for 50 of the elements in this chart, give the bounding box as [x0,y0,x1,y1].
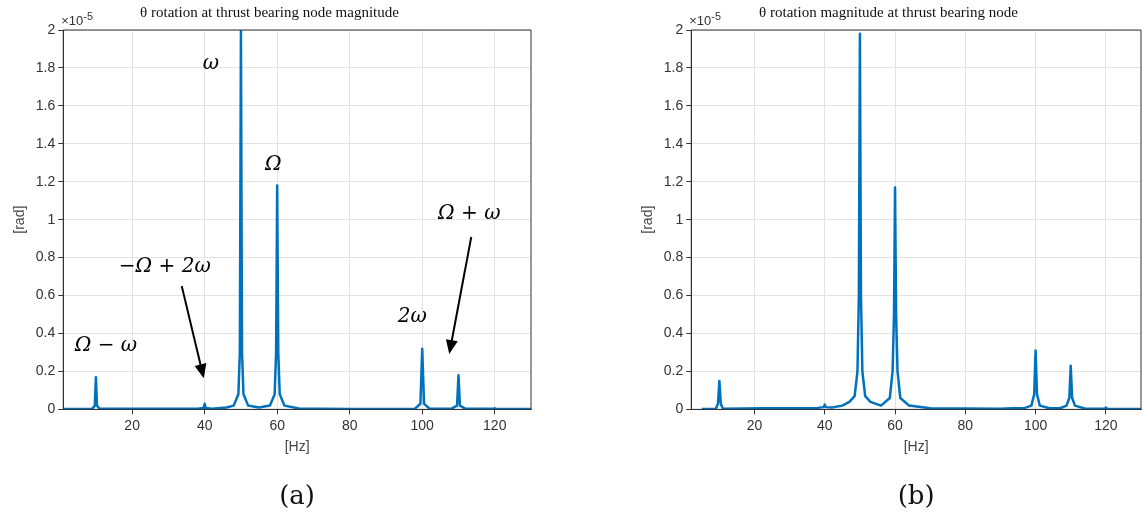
y-tick-label: 0 [47,400,56,417]
x-axis-title: [Hz] [903,438,929,455]
y-tick-label: 0.6 [35,286,56,303]
y-tick-label: 0.4 [663,324,684,341]
annotation: Ω − ω [73,332,138,357]
annotation: −Ω + 2ω [118,253,211,278]
y-tick-label: 1.6 [663,96,684,113]
x-tick-label: 100 [410,416,435,433]
y-tick-label: 0.2 [35,362,56,379]
y-tick-label: 1.4 [663,134,684,151]
y-tick-label: 2 [675,20,684,37]
x-axis-title: [Hz] [284,438,310,455]
chart-title: θ rotation magnitude at thrust bearing node [759,3,1019,20]
y-tick-label: 1.8 [35,58,56,75]
x-tick-label: 40 [816,416,833,433]
y-tick-label: 0 [675,400,684,417]
annotation: Ω [263,150,282,175]
x-tick-label: 20 [124,416,141,433]
x-tick-label: 80 [957,416,974,433]
y-tick-label: 0.8 [663,248,684,265]
y-axis-title: [rad] [639,205,656,234]
annotation: Ω + ω [437,200,501,225]
y-tick-label: 0.8 [35,248,56,265]
y-tick-label: 1.4 [35,134,56,151]
x-tick-label: 20 [746,416,763,433]
y-tick-label: 1 [47,210,56,227]
y-tick-label: 1.6 [35,96,56,113]
y-tick-label: 2 [47,20,56,37]
y-tick-label: 0.2 [663,362,684,379]
annotation: 2ω [396,302,427,327]
chart-title: θ rotation at thrust bearing node magnitude [140,3,400,20]
y-tick-label: 0.4 [35,324,56,341]
x-tick-label: 100 [1023,416,1048,433]
y-tick-label: 0.6 [663,286,684,303]
y-tick-label: 1 [675,210,684,227]
y-tick-label: 1.2 [663,172,684,189]
annotation: ω [202,50,220,75]
x-tick-label: 40 [196,416,213,433]
text: ×10$^{-5}$ [61,10,93,29]
x-tick-label: 120 [1094,416,1118,433]
y-tick-label: 1.8 [663,58,684,75]
x-tick-label: 120 [483,416,507,433]
y-axis-title: [rad] [11,205,28,234]
text: ×10$^{-5}$ [689,10,721,29]
x-tick-label: 60 [269,416,286,433]
x-tick-label: 80 [341,416,358,433]
text: (b) [897,480,935,510]
y-tick-label: 1.2 [35,172,56,189]
text: (a) [279,480,316,510]
x-tick-label: 60 [887,416,904,433]
